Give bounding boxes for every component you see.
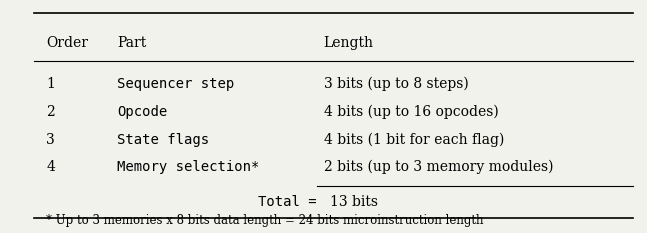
Text: Sequencer step: Sequencer step [117, 77, 235, 91]
Text: 1: 1 [47, 77, 56, 91]
Text: Part: Part [117, 36, 147, 50]
Text: 4 bits (up to 16 opcodes): 4 bits (up to 16 opcodes) [324, 105, 498, 119]
Text: Order: Order [47, 36, 89, 50]
Text: State flags: State flags [117, 133, 210, 147]
Text: 4: 4 [47, 160, 56, 174]
Text: 2: 2 [47, 105, 55, 119]
Text: 13 bits: 13 bits [330, 195, 378, 209]
Text: * Up to 3 memories x 8 bits data length = 24 bits microinstruction length: * Up to 3 memories x 8 bits data length … [47, 214, 484, 227]
Text: 3: 3 [47, 133, 55, 147]
Text: 2 bits (up to 3 memory modules): 2 bits (up to 3 memory modules) [324, 160, 553, 174]
Text: Opcode: Opcode [117, 105, 168, 119]
Text: 3 bits (up to 8 steps): 3 bits (up to 8 steps) [324, 77, 468, 92]
Text: Memory selection*: Memory selection* [117, 160, 259, 174]
Text: 4 bits (1 bit for each flag): 4 bits (1 bit for each flag) [324, 132, 504, 147]
Text: Total =: Total = [258, 195, 317, 209]
Text: Length: Length [324, 36, 373, 50]
